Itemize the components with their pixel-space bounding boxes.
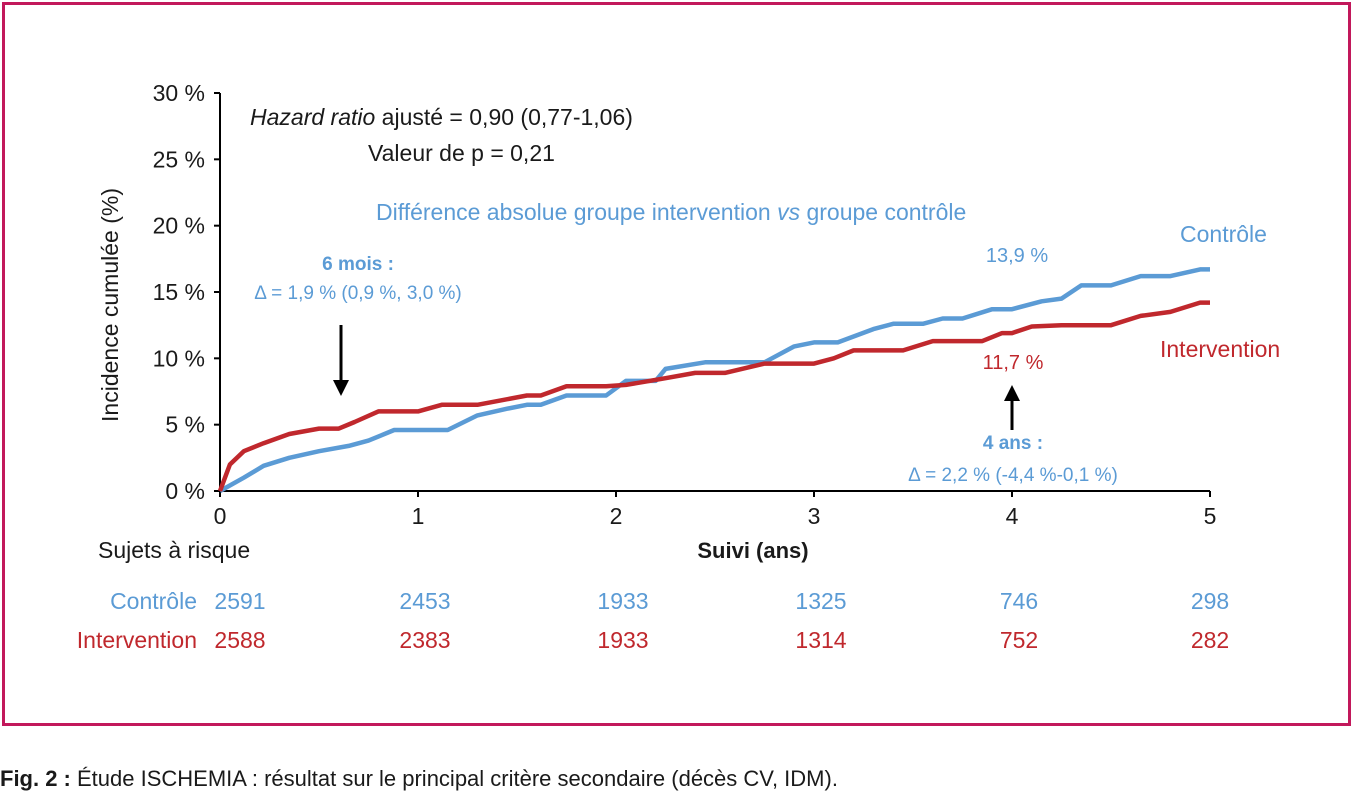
arrow-down-6m bbox=[333, 325, 349, 396]
x-tick-label: 2 bbox=[610, 503, 623, 529]
x-tick-label: 0 bbox=[214, 503, 227, 529]
risk-cell: 746 bbox=[1000, 588, 1038, 614]
y-axis-title: Incidence cumulée (%) bbox=[97, 188, 123, 422]
risk-table-title: Sujets à risque bbox=[98, 537, 250, 563]
y-tick-label: 30 % bbox=[153, 80, 205, 106]
y-tick-label: 25 % bbox=[153, 146, 205, 172]
y-tick-label: 10 % bbox=[153, 345, 205, 371]
hazard-ratio-text: Hazard ratio ajusté = 0,90 (0,77-1,06) bbox=[250, 104, 633, 130]
axes: 0 % 5 % 10 % 15 % 20 % 25 % 30 % 0 1 2 3 4 5 bbox=[153, 80, 1217, 529]
y-tick-label: 5 % bbox=[165, 412, 205, 438]
risk-cell: 2453 bbox=[399, 588, 450, 614]
risk-row-label: Contrôle bbox=[110, 588, 197, 614]
difference-title: Différence absolue groupe intervention v… bbox=[376, 199, 966, 225]
risk-cell: 298 bbox=[1191, 588, 1229, 614]
caption-text: Étude ISCHEMIA : résultat sur le princip… bbox=[70, 766, 838, 791]
difference-title-vs: vs bbox=[777, 199, 801, 225]
hazard-ratio-rest: ajusté = 0,90 (0,77-1,06) bbox=[375, 104, 633, 130]
annotation-4y-title: 4 ans : bbox=[983, 433, 1043, 454]
x-tick-label: 4 bbox=[1006, 503, 1019, 529]
risk-cell: 1933 bbox=[597, 627, 648, 653]
hazard-ratio-italic: Hazard ratio bbox=[250, 104, 375, 130]
risk-cell: 1325 bbox=[795, 588, 846, 614]
risk-cell: 1314 bbox=[795, 627, 846, 653]
x-tick-label: 3 bbox=[808, 503, 821, 529]
series-line-control bbox=[218, 267, 1210, 493]
difference-title-b: groupe contrôle bbox=[800, 199, 966, 225]
risk-cell: 2383 bbox=[399, 627, 450, 653]
x-tick-label: 1 bbox=[412, 503, 425, 529]
risk-table: Contrôle 2591 2453 1933 1325 746 298 Interventi… bbox=[77, 588, 1229, 653]
x-tick-label: 5 bbox=[1204, 503, 1217, 529]
caption-prefix: Fig. 2 : bbox=[0, 766, 71, 791]
legend-control: Contrôle bbox=[1180, 221, 1267, 247]
annotation-6m-title: 6 mois : bbox=[322, 254, 394, 275]
series-group bbox=[217, 267, 1210, 493]
intervention-value-label: 11,7 % bbox=[983, 352, 1044, 374]
risk-cell: 282 bbox=[1191, 627, 1229, 653]
y-tick-label: 20 % bbox=[153, 213, 205, 239]
series-line-intervention bbox=[217, 300, 1210, 492]
risk-cell: 752 bbox=[1000, 627, 1038, 653]
p-value-text: Valeur de p = 0,21 bbox=[368, 140, 555, 166]
risk-cell: 1933 bbox=[597, 588, 648, 614]
control-value-label: 13,9 % bbox=[986, 245, 1048, 267]
annotation-6m-value: Δ = 1,9 % (0,9 %, 3,0 %) bbox=[254, 283, 462, 304]
arrow-up-4y bbox=[1004, 385, 1020, 430]
figure-caption: Fig. 2 : Étude ISCHEMIA : résultat sur l… bbox=[0, 766, 838, 792]
risk-cell: 2588 bbox=[214, 627, 265, 653]
difference-title-a: Différence absolue groupe intervention bbox=[376, 199, 777, 225]
y-tick-label: 15 % bbox=[153, 279, 205, 305]
x-axis-title: Suivi (ans) bbox=[697, 538, 808, 563]
y-tick-label: 0 % bbox=[165, 478, 205, 504]
annotation-4y-value: Δ = 2,2 % (-4,4 %-0,1 %) bbox=[908, 465, 1118, 486]
figure-frame bbox=[2, 2, 1351, 726]
risk-cell: 2591 bbox=[214, 588, 265, 614]
legend-intervention: Intervention bbox=[1160, 336, 1280, 362]
risk-row-label: Intervention bbox=[77, 627, 197, 653]
